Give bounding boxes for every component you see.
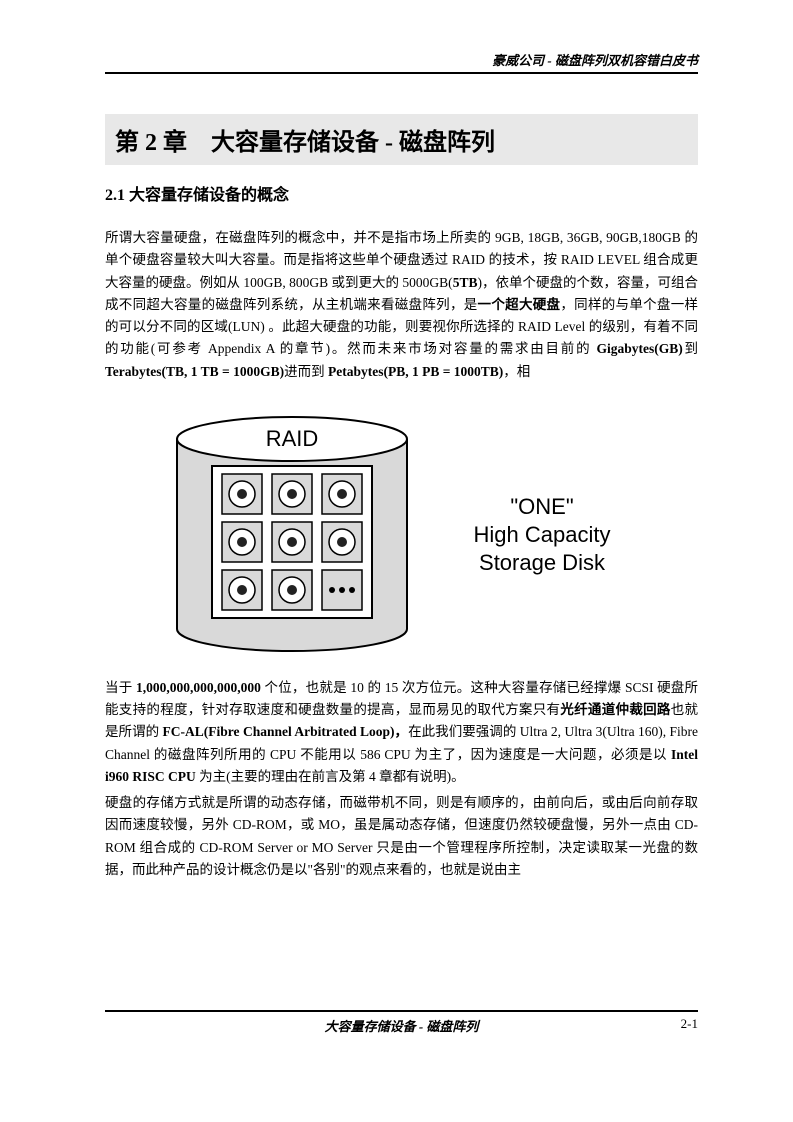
disk-grid: [222, 474, 362, 610]
section-title: 2.1 大容量存储设备的概念: [105, 181, 698, 205]
paragraph-1: 所谓大容量硬盘，在磁盘阵列的概念中，并不是指市场上所卖的 9GB, 18GB, …: [105, 227, 698, 383]
raid-diagram: RAID "ONE" High Capacity Storage Disk: [105, 389, 698, 669]
page-header: 豪威公司 - 磁盘阵列双机容错白皮书: [105, 50, 698, 74]
footer-page-number: 2-1: [681, 1016, 698, 1032]
raid-svg: RAID "ONE" High Capacity Storage Disk: [122, 394, 682, 664]
page-footer: 大容量存储设备 - 磁盘阵列 2-1: [105, 1010, 698, 1032]
raid-label: RAID: [265, 426, 318, 451]
one-label-1: "ONE": [510, 494, 573, 519]
footer-center: 大容量存储设备 - 磁盘阵列: [325, 1016, 479, 1035]
chapter-title: 第 2 章 大容量存储设备 - 磁盘阵列: [115, 122, 688, 157]
chapter-title-bg: 第 2 章 大容量存储设备 - 磁盘阵列: [105, 114, 698, 165]
paragraph-3: 硬盘的存储方式就是所谓的动态存储，而磁带机不同，则是有顺序的，由前向后，或由后向…: [105, 792, 698, 881]
one-label-2: High Capacity: [473, 522, 610, 547]
paragraph-2: 当于 1,000,000,000,000,000 个位，也就是 10 的 15 …: [105, 677, 698, 788]
one-label-3: Storage Disk: [479, 550, 606, 575]
